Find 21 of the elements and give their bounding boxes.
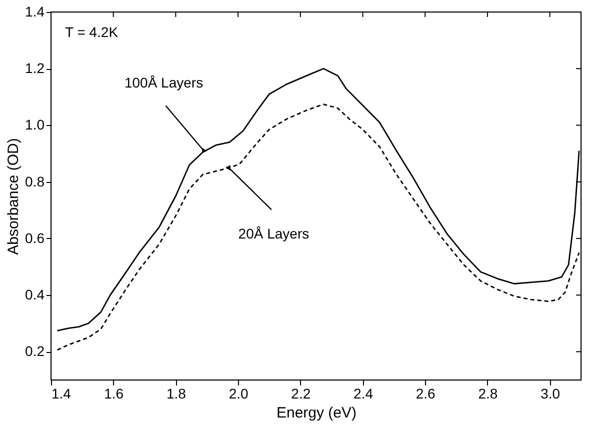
x-tick-label: 2.0 bbox=[228, 386, 248, 402]
x-tick-label: 1.8 bbox=[166, 386, 186, 402]
x-tick-label: 1.6 bbox=[104, 386, 124, 402]
x-tick-label: 2.4 bbox=[354, 386, 374, 402]
y-tick-label: 0.6 bbox=[25, 230, 45, 246]
y-tick-label: 0.8 bbox=[25, 173, 45, 190]
x-tick-label: 2.6 bbox=[416, 386, 436, 402]
y-tick-label: 1.4 bbox=[25, 4, 45, 20]
y-tick-label: 1.2 bbox=[25, 60, 45, 76]
y-tick-label: 1.0 bbox=[25, 116, 45, 133]
annotation: T = 4.2K bbox=[65, 24, 119, 40]
y-tick-label: 0.2 bbox=[25, 343, 45, 360]
x-tick-label: 3.0 bbox=[540, 386, 560, 402]
x-axis-title: Energy (eV) bbox=[276, 404, 357, 422]
annotation: 20Å Layers bbox=[238, 226, 310, 242]
x-tick-label: 2.2 bbox=[291, 386, 311, 402]
annotation: 100Å Layers bbox=[124, 74, 204, 91]
y-tick-label: 0.4 bbox=[25, 286, 45, 303]
x-tick-label: 1.4 bbox=[52, 386, 72, 402]
x-tick-label: 2.8 bbox=[478, 386, 498, 402]
y-axis-title: Absorbance (OD) bbox=[5, 138, 22, 255]
